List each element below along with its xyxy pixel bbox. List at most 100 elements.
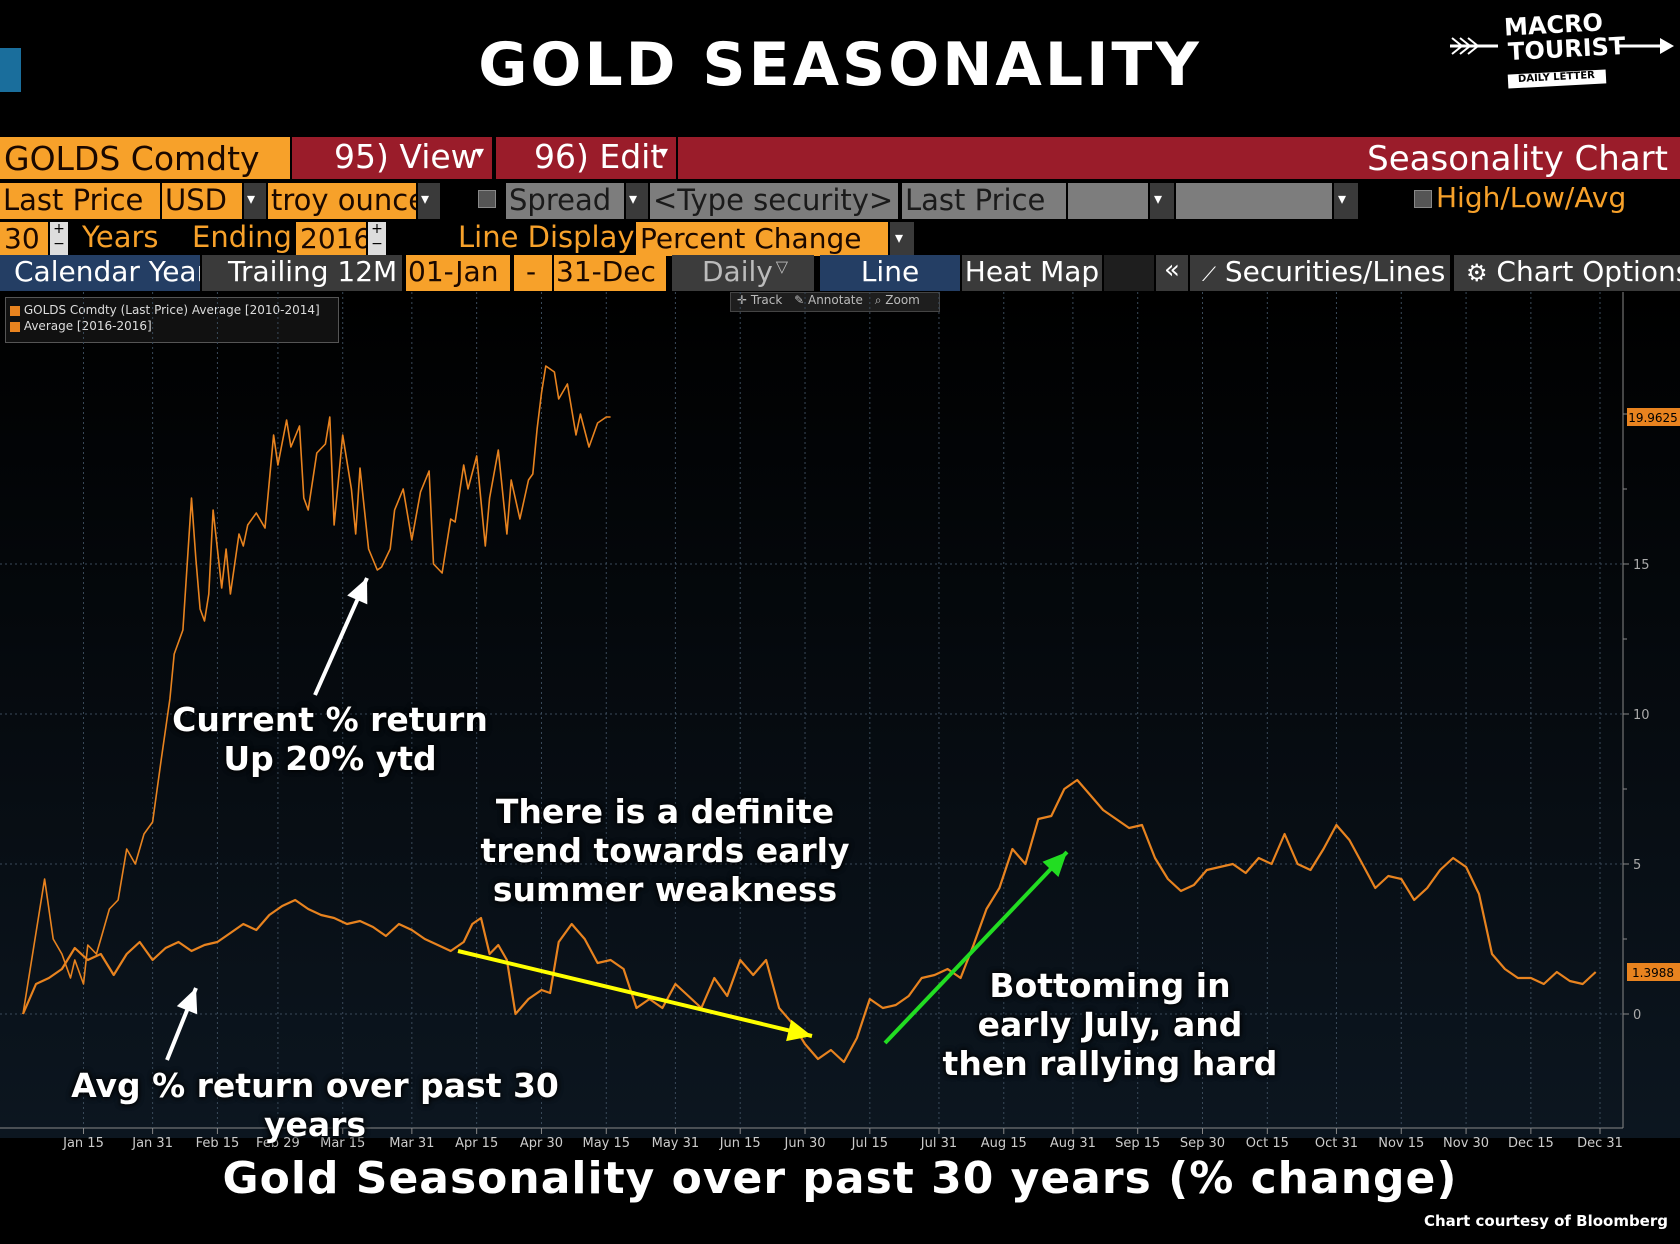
field-select[interactable]: Last Price [0, 183, 160, 219]
x-tick-label: Apr 30 [520, 1136, 563, 1151]
zoom-button[interactable]: ⌕ Zoom [874, 293, 920, 307]
spread-label: Spread [506, 183, 624, 219]
hla-label: High/Low/Avg [1436, 181, 1627, 214]
annotation-avg: Avg % return over past 30 years [71, 1066, 559, 1144]
x-tick-label: Feb 15 [196, 1136, 240, 1151]
tab-calendar-year[interactable]: Calendar Year [0, 255, 200, 291]
chevron-down-icon[interactable]: ▾ [890, 222, 914, 256]
view-menu-label: 95) View [334, 137, 478, 176]
x-tick-label: May 15 [582, 1136, 630, 1151]
spread-checkbox[interactable] [478, 190, 496, 208]
series-line-1 [22, 365, 611, 1015]
ticker-field[interactable]: GOLDS Comdty [0, 137, 290, 179]
ending-input[interactable]: 2016 [296, 222, 366, 256]
annotation-bottom-line2: early July, and [977, 1005, 1243, 1044]
arrow-trend-shaft [457, 949, 813, 1038]
legend-label-series2: Average [2016-2016] [23, 319, 152, 333]
last-value-label: 19.9625 [1628, 411, 1678, 425]
chevron-down-icon[interactable]: ▾ [1150, 183, 1174, 219]
logo-arrow-icon [1450, 12, 1674, 89]
line-view-button[interactable]: Line [820, 255, 960, 291]
view-menu-button[interactable]: 95) View ▾ [292, 137, 492, 179]
chevron-down-icon: ▽ [775, 257, 788, 276]
legend-item-series1: GOLDS Comdty (Last Price) Average [2010-… [10, 303, 334, 317]
legend-swatch [10, 305, 20, 316]
last-value-badge [1627, 963, 1680, 981]
track-label: Track [750, 293, 783, 307]
y-tick-label: 15 [1633, 558, 1650, 573]
chevron-down-icon[interactable]: ▾ [418, 183, 440, 219]
x-tick-label: Nov 15 [1378, 1136, 1424, 1151]
y-tick-label: 10 [1633, 708, 1650, 723]
field2-select[interactable]: Last Price [902, 183, 1066, 219]
x-tick-label: Jan 31 [131, 1136, 173, 1151]
annotation-trend-line1: There is a definite [495, 792, 835, 831]
edit-menu-label: 96) Edit [534, 137, 664, 176]
x-tick-label: Oct 31 [1315, 1136, 1358, 1151]
blank-select-1[interactable] [1068, 183, 1148, 219]
x-tick-label: Jul 15 [851, 1136, 888, 1151]
ending-stepper[interactable]: + − [368, 222, 386, 256]
tab-trailing-12m[interactable]: Trailing 12M [202, 255, 402, 291]
x-tick-label: Mar 15 [320, 1136, 365, 1151]
hla-checkbox[interactable] [1414, 190, 1432, 208]
years-input[interactable]: 30 [0, 222, 48, 256]
edit-menu-button[interactable]: 96) Edit ▾ [496, 137, 676, 179]
chevron-down-icon[interactable]: ▾ [626, 183, 648, 219]
track-button[interactable]: ✛ Track [737, 293, 783, 307]
left-accent-tab [0, 48, 21, 92]
type-security-input[interactable]: <Type security> [650, 183, 898, 219]
annotation-trend-line3: summer weakness [492, 870, 838, 909]
annotation-bottom: Bottoming in early July, and then rallyi… [930, 966, 1290, 1083]
line-display-label: Line Display [458, 220, 635, 254]
x-tick-label: Feb 29 [256, 1136, 300, 1151]
x-tick-label: Aug 15 [981, 1136, 1027, 1151]
zoom-label: Zoom [885, 293, 920, 307]
x-tick-label: Jun 30 [784, 1136, 826, 1151]
arrow-bottom-shaft [883, 850, 1069, 1045]
securities-lines-button[interactable]: ⟋ Securities/Lines [1190, 255, 1450, 291]
legend-label-series1: GOLDS Comdty (Last Price) Average [2010-… [23, 303, 320, 317]
x-tick-label: May 31 [652, 1136, 700, 1151]
annotate-button[interactable]: ✎ Annotate [794, 293, 863, 307]
annotation-bottom-line1: Bottoming in [989, 966, 1231, 1005]
chart-bottom-title: Gold Seasonality over past 30 years (% c… [222, 1153, 1458, 1204]
annotation-current-line1: Current % return [172, 700, 488, 739]
years-label: Years [82, 220, 159, 254]
gear-icon: ⚙ [1466, 259, 1488, 287]
collapse-button[interactable]: « [1156, 255, 1188, 291]
date-from-input[interactable]: 01-Jan [406, 255, 510, 291]
frequency-select[interactable]: Daily ▽ [672, 255, 814, 291]
annotation-current: Current % return Up 20% ytd [150, 700, 510, 778]
chevron-down-icon[interactable]: ▾ [244, 183, 266, 219]
x-tick-label: Jun 15 [719, 1136, 761, 1151]
x-tick-label: Jan 15 [62, 1136, 104, 1151]
legend-item-series2: Average [2016-2016] [10, 319, 334, 333]
years-stepper[interactable]: + − [50, 222, 68, 256]
last-value-label: 1.3988 [1632, 966, 1674, 980]
annotate-label: Annotate [807, 293, 863, 307]
x-tick-label: Sep 15 [1115, 1136, 1160, 1151]
y-tick-label: 5 [1633, 858, 1641, 873]
x-tick-label: Oct 15 [1246, 1136, 1289, 1151]
x-tick-label: Nov 30 [1443, 1136, 1489, 1151]
last-value-badge [1627, 408, 1680, 426]
currency-select[interactable]: USD [162, 183, 242, 219]
page-title: GOLD SEASONALITY [478, 30, 1202, 100]
chart-line-icon: ⟋ [1202, 262, 1216, 286]
unit-select[interactable]: troy ounce [268, 183, 416, 219]
toolbar-spacer [1104, 255, 1154, 291]
heat-map-button[interactable]: Heat Map [962, 255, 1102, 291]
macro-tourist-logo: MACRO TOURIST DAILY LETTER [1440, 8, 1675, 98]
date-to-input[interactable]: 31-Dec [554, 255, 666, 291]
chevron-down-icon[interactable]: ▾ [1334, 183, 1358, 219]
chevron-down-icon: ▾ [474, 142, 484, 163]
chart-legend: GOLDS Comdty (Last Price) Average [2010-… [5, 297, 339, 343]
chart-options-button[interactable]: ⚙ Chart Options [1454, 255, 1680, 291]
blank-select-2[interactable] [1176, 183, 1332, 219]
arrow-current-head [347, 578, 368, 605]
legend-swatch [10, 321, 20, 332]
annotation-current-line2: Up 20% ytd [223, 739, 437, 778]
x-tick-label: Mar 31 [389, 1136, 434, 1151]
line-display-select[interactable]: Percent Change [636, 222, 888, 256]
